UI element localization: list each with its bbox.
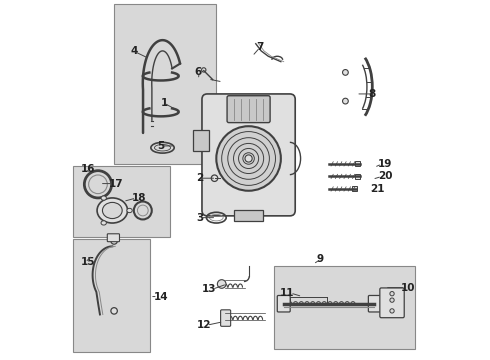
Bar [274,266,416,348]
Circle shape [111,308,117,314]
Text: 7: 7 [256,42,263,52]
Text: 11: 11 [280,288,294,298]
Text: 12: 12 [196,320,211,330]
FancyBboxPatch shape [202,94,295,216]
Text: 1: 1 [161,98,168,108]
Circle shape [216,126,281,191]
Circle shape [343,69,348,75]
Text: 19: 19 [378,159,392,169]
Ellipse shape [101,221,106,225]
Text: 2: 2 [196,173,204,183]
Text: 20: 20 [378,171,392,181]
FancyBboxPatch shape [220,310,231,326]
Ellipse shape [102,202,122,219]
Text: 18: 18 [132,193,147,203]
Circle shape [245,155,252,162]
Text: 5: 5 [157,141,164,151]
Text: 6: 6 [195,67,202,77]
FancyBboxPatch shape [380,288,404,318]
FancyBboxPatch shape [277,296,290,312]
Ellipse shape [127,208,132,213]
Text: 21: 21 [370,184,384,194]
Text: 4: 4 [130,46,137,56]
Circle shape [390,298,394,302]
FancyBboxPatch shape [355,161,361,166]
Text: 13: 13 [202,284,216,294]
Text: 17: 17 [109,179,123,189]
Text: 10: 10 [401,283,416,293]
FancyBboxPatch shape [107,234,120,242]
FancyBboxPatch shape [352,186,357,192]
Text: 14: 14 [153,292,168,302]
Circle shape [201,68,206,72]
FancyBboxPatch shape [193,130,209,151]
Bar [73,239,150,352]
Text: 3: 3 [196,213,204,222]
Bar [73,166,170,237]
FancyBboxPatch shape [234,210,263,221]
Text: 15: 15 [81,257,95,267]
Circle shape [218,280,226,288]
Ellipse shape [101,196,106,200]
FancyBboxPatch shape [355,174,361,179]
Text: 16: 16 [81,164,95,174]
Bar [114,4,216,164]
Ellipse shape [97,198,127,223]
FancyBboxPatch shape [227,96,270,123]
Circle shape [390,292,394,296]
Circle shape [211,175,218,181]
Circle shape [111,238,117,244]
Text: 8: 8 [368,89,376,99]
Circle shape [343,98,348,104]
FancyBboxPatch shape [368,296,381,312]
Circle shape [390,309,394,313]
Text: 9: 9 [317,254,324,264]
